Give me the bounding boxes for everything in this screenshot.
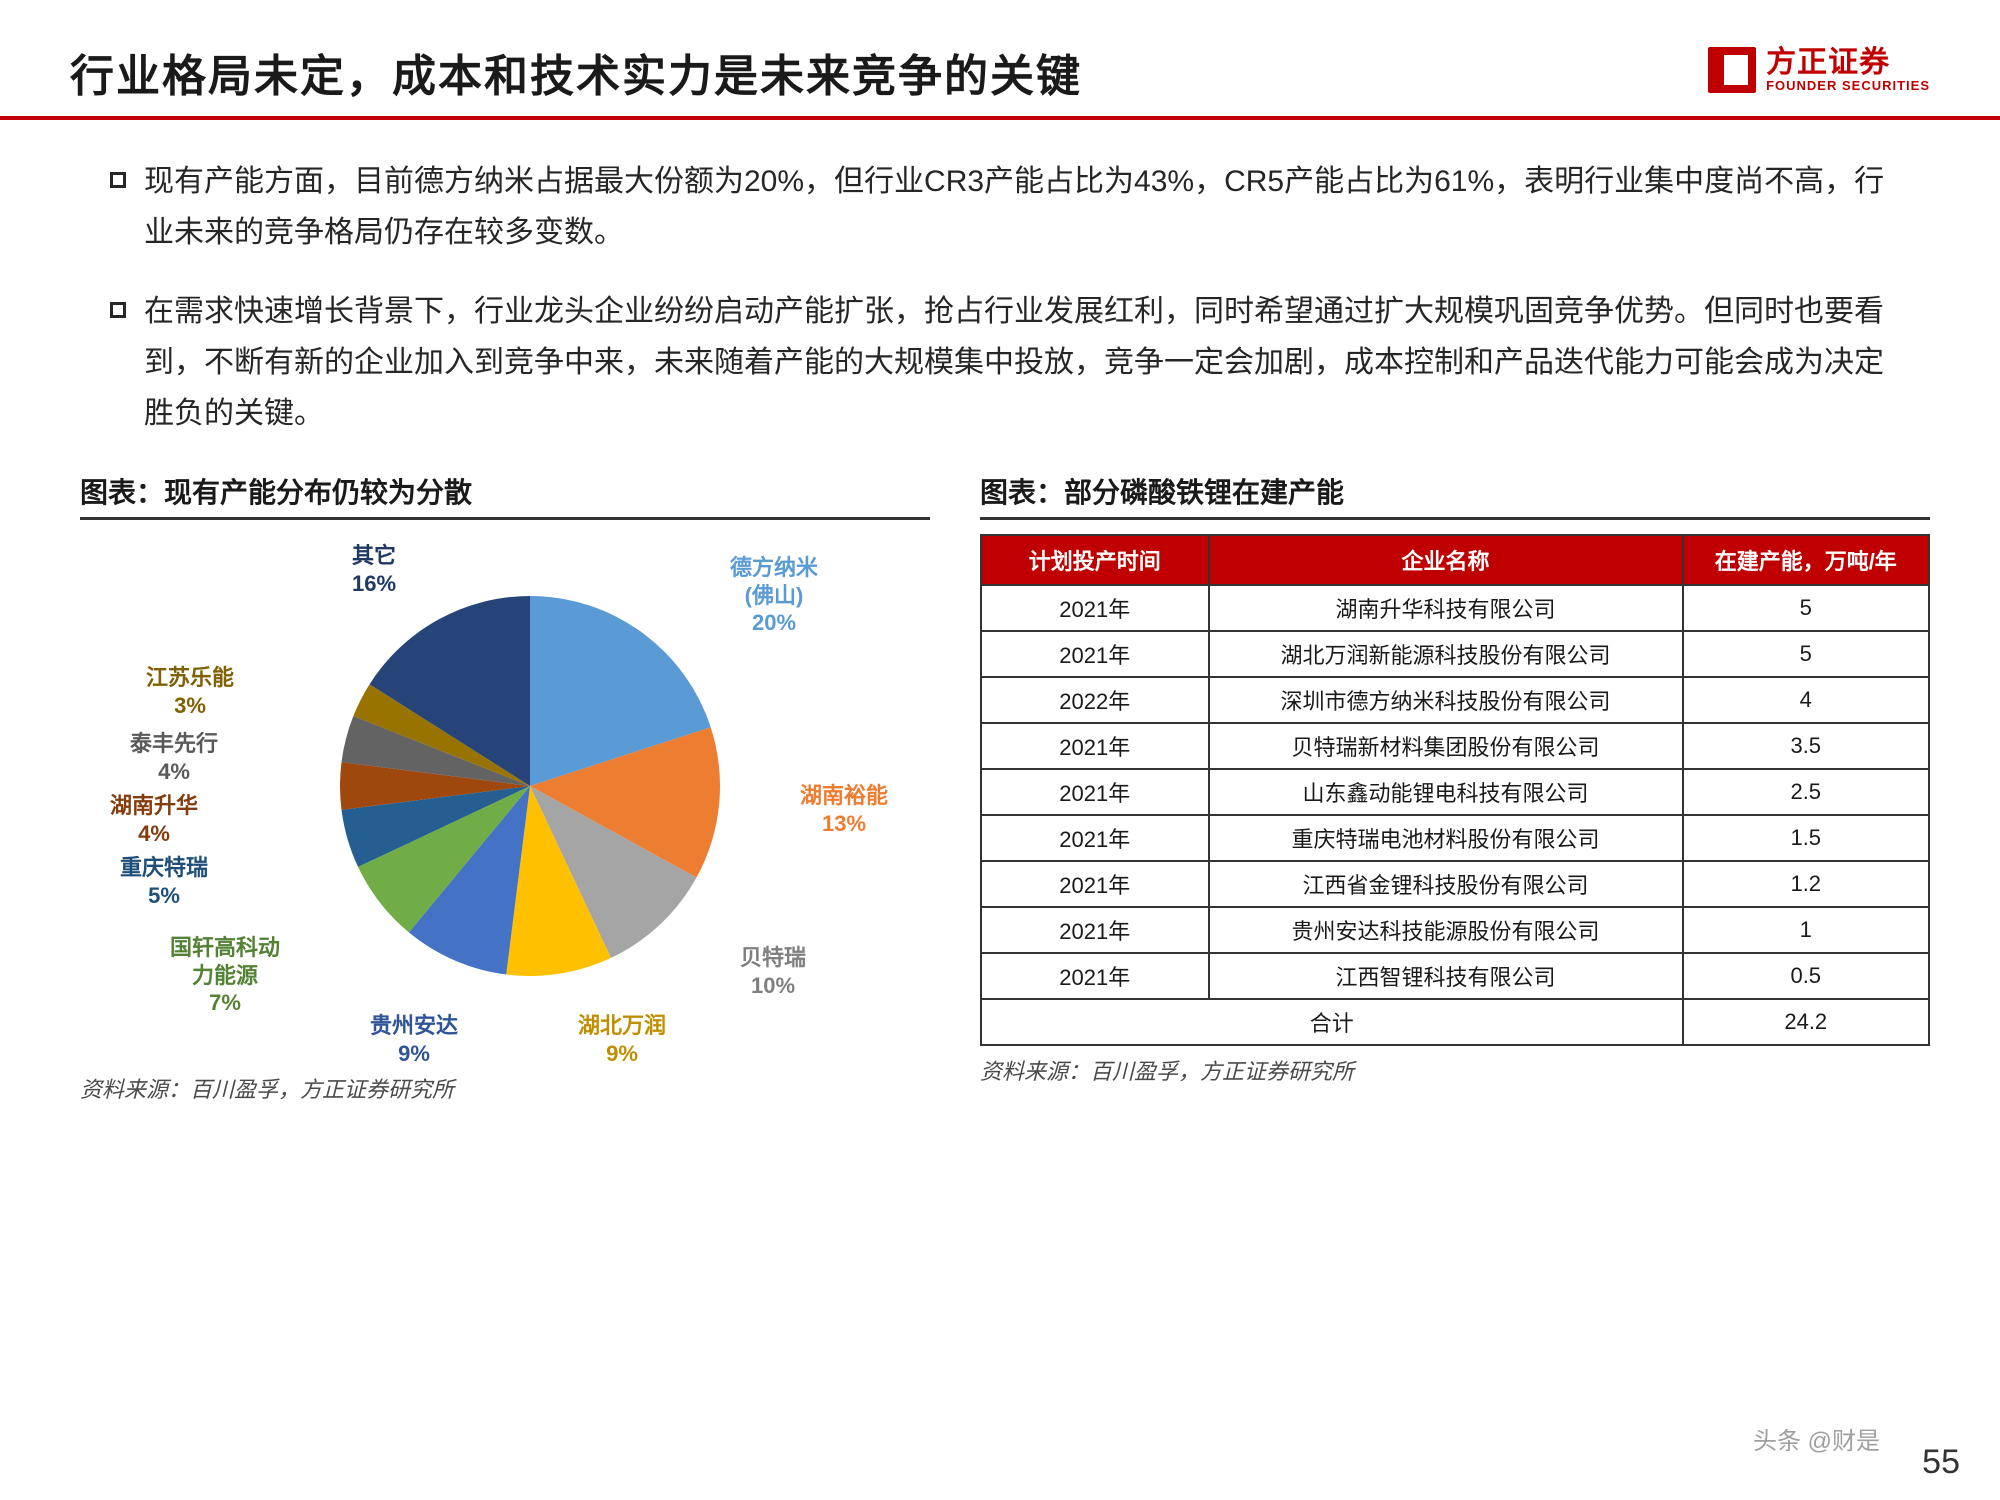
logo-text-en: FOUNDER SECURITIES [1766,79,1930,93]
bullet-list: 现有产能方面，目前德方纳米占据最大份额为20%，但行业CR3产能占比为43%，C… [70,156,1930,439]
table-row: 2021年贵州安达科技能源股份有限公司1 [981,907,1929,953]
table-row: 2022年深圳市德方纳米科技股份有限公司4 [981,677,1929,723]
logo-icon [1708,47,1756,93]
table-row: 2021年江西省金锂科技股份有限公司1.2 [981,861,1929,907]
pie-panel: 图表：现有产能分布仍较为分散 德方纳米(佛山)20% 湖南裕能13% 贝特瑞10% 湖… [80,471,930,1104]
pie-label: 泰丰先行4% [130,730,218,785]
table-header: 在建产能，万吨/年 [1683,535,1929,585]
bullet-item: 在需求快速增长背景下，行业龙头企业纷纷启动产能扩张，抢占行业发展红利，同时希望通… [110,286,1910,439]
capacity-table: 计划投产时间企业名称在建产能，万吨/年2021年湖南升华科技有限公司52021年… [980,534,1930,1046]
watermark: 头条 @财是 [1753,1421,1880,1456]
pie-label: 湖南裕能13% [800,782,888,837]
logo: 方正证券 FOUNDER SECURITIES [1708,46,1930,93]
page-number: 55 [1922,1443,1960,1482]
pie-label: 湖北万润9% [578,1012,666,1067]
bullet-text: 现有产能方面，目前德方纳米占据最大份额为20%，但行业CR3产能占比为43%，C… [144,156,1910,258]
table-source: 资料来源：百川盈孚，方正证券研究所 [980,1054,1930,1086]
table-row: 2021年山东鑫动能锂电科技有限公司2.5 [981,769,1929,815]
pie-chart: 德方纳米(佛山)20% 湖南裕能13% 贝特瑞10% 湖北万润9% 贵州安达9% 国轩高科… [80,534,930,1064]
logo-text-cn: 方正证券 [1766,46,1930,79]
header: 行业格局未定，成本和技术实力是未来竞争的关键 方正证券 FOUNDER SECU… [70,40,1930,104]
pie-label: 贵州安达9% [370,1012,458,1067]
table-title: 图表：部分磷酸铁锂在建产能 [980,471,1930,520]
bullet-text: 在需求快速增长背景下，行业龙头企业纷纷启动产能扩张，抢占行业发展红利，同时希望通… [144,286,1910,439]
bullet-marker [110,172,126,188]
pie-label: 其它16% [352,542,396,597]
page-title: 行业格局未定，成本和技术实力是未来竞争的关键 [70,40,1930,104]
divider [0,116,2000,120]
table-header: 企业名称 [1209,535,1683,585]
table-panel: 图表：部分磷酸铁锂在建产能 计划投产时间企业名称在建产能，万吨/年2021年湖南… [980,471,1930,1104]
pie-title: 图表：现有产能分布仍较为分散 [80,471,930,520]
table-row: 2021年湖南升华科技有限公司5 [981,585,1929,631]
table-row: 2021年江西智锂科技有限公司0.5 [981,953,1929,999]
pie-label: 贝特瑞10% [740,944,806,999]
table-row: 2021年贝特瑞新材料集团股份有限公司3.5 [981,723,1929,769]
pie-label: 德方纳米(佛山)20% [730,554,818,637]
table-header: 计划投产时间 [981,535,1209,585]
pie-label: 江苏乐能3% [146,664,234,719]
table-row: 2021年湖北万润新能源科技股份有限公司5 [981,631,1929,677]
bullet-marker [110,302,126,318]
bullet-item: 现有产能方面，目前德方纳米占据最大份额为20%，但行业CR3产能占比为43%，C… [110,156,1910,258]
table-row: 2021年重庆特瑞电池材料股份有限公司1.5 [981,815,1929,861]
pie-label: 湖南升华4% [110,792,198,847]
pie-source: 资料来源：百川盈孚，方正证券研究所 [80,1072,930,1104]
pie-label: 国轩高科动力能源7% [170,934,280,1017]
pie-label: 重庆特瑞5% [120,854,208,909]
table-total-row: 合计24.2 [981,999,1929,1045]
